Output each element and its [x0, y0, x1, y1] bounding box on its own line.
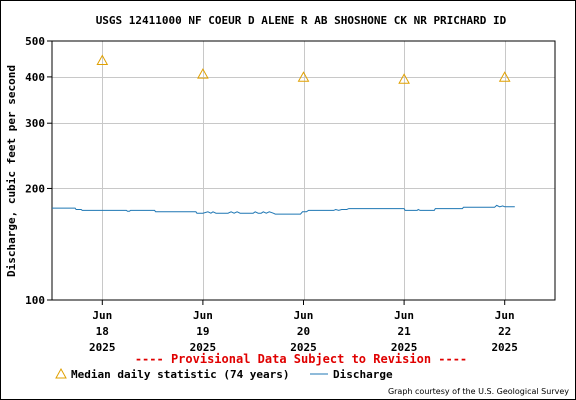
- x-tick-label: Jun: [495, 309, 515, 322]
- discharge-line: [52, 204, 515, 215]
- y-tick-label: 200: [25, 182, 45, 195]
- legend-median-label: Median daily statistic (74 years): [71, 368, 290, 381]
- y-axis-ticks: 100 200 300 400 500: [25, 35, 52, 307]
- median-marker: [197, 68, 209, 79]
- x-tick-label: 2025: [491, 341, 518, 354]
- chart-title: USGS 12411000 NF COEUR D ALENE R AB SHOS…: [96, 14, 507, 27]
- x-tick-label: 20: [297, 325, 310, 338]
- median-marker: [96, 54, 109, 65]
- x-tick-label: 2025: [290, 341, 317, 354]
- x-tick-label: Jun: [193, 309, 213, 322]
- y-tick-label: 300: [25, 117, 45, 130]
- x-tick-label: 19: [196, 325, 209, 338]
- credit-text: Graph courtesy of the U.S. Geological Su…: [388, 387, 569, 396]
- x-tick-label: 18: [96, 325, 109, 338]
- y-tick-label: 100: [25, 294, 45, 307]
- median-marker: [297, 71, 310, 82]
- x-tick-label: 22: [498, 325, 511, 338]
- grid: [52, 41, 555, 300]
- x-tick-label: 21: [397, 325, 411, 338]
- y-axis-label: Discharge, cubic feet per second: [5, 65, 18, 277]
- legend-discharge-label: Discharge: [333, 368, 393, 381]
- x-tick-label: Jun: [294, 309, 314, 322]
- legend: Median daily statistic (74 years) Discha…: [55, 367, 393, 381]
- series-layer: [52, 54, 515, 215]
- median-marker: [498, 71, 511, 82]
- median-marker: [398, 73, 410, 84]
- legend-median-marker: [55, 367, 67, 379]
- x-tick-label: 2025: [89, 341, 116, 354]
- x-tick-label: Jun: [394, 309, 414, 322]
- plot-area-border: [51, 40, 556, 301]
- y-tick-label: 400: [25, 71, 45, 84]
- x-tick-label: 2025: [190, 341, 217, 354]
- x-tick-label: Jun: [92, 309, 112, 322]
- x-tick-label: 2025: [391, 341, 418, 354]
- y-tick-label: 500: [25, 35, 45, 48]
- provisional-notice: ---- Provisional Data Subject to Revisio…: [135, 352, 467, 366]
- x-axis-ticks: Jun 18 2025 Jun 19 2025 Jun 20 2025 Jun 21 2025 Jun 2…: [89, 300, 518, 354]
